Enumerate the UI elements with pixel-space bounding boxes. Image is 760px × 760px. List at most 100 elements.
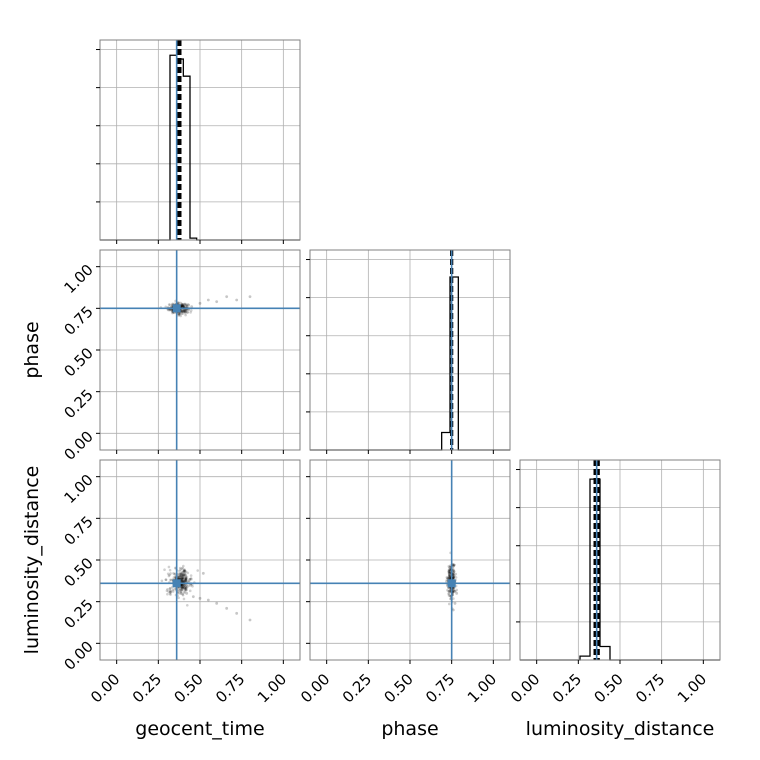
scatter-geocent-time-luminosity-distance-sample-70 xyxy=(183,572,186,576)
scatter-geocent-time-phase-sample-238 xyxy=(185,305,188,308)
scatter-geocent-time-luminosity-distance-sample-148 xyxy=(176,576,180,579)
ytick-label-luminosity-distance-1: 0.25 xyxy=(60,596,96,632)
scatter-geocent-time-luminosity-distance-sample-248 xyxy=(178,566,182,570)
scatter-geocent-time-phase-sample-83 xyxy=(182,310,185,314)
scatter-geocent-time-phase-sample-146 xyxy=(183,311,187,315)
scatter-geocent-time-luminosity-distance-sample-143 xyxy=(180,583,183,587)
scatter-geocent-time-luminosity-distance-sample-36 xyxy=(171,590,175,593)
ytick-label-phase-0: 0.00 xyxy=(60,427,96,463)
scatter-geocent-time-luminosity-distance-sample-43 xyxy=(166,592,169,596)
scatter-geocent-time-phase-sample-58 xyxy=(177,312,181,315)
scatter-geocent-time-luminosity-distance-sample-190 xyxy=(183,569,186,573)
scatter-geocent-time-luminosity-distance-sample-216 xyxy=(181,574,185,578)
scatter-geocent-time-luminosity-distance-sample-67 xyxy=(177,596,180,600)
scatter-geocent-time-phase-sample-120 xyxy=(180,304,183,308)
scatter-phase-luminosity-distance-sample-79 xyxy=(454,589,457,593)
scatter-phase-luminosity-distance-sample-141 xyxy=(452,576,456,579)
scatter-geocent-time-luminosity-distance-sample-10 xyxy=(183,587,186,590)
scatter-geocent-time-luminosity-distance-sample-50 xyxy=(180,570,184,574)
scatter-phase-luminosity-distance-sample-204 xyxy=(451,587,455,590)
scatter-geocent-time-luminosity-distance-sample-202 xyxy=(184,575,188,579)
scatter-geocent-time-luminosity-distance-sample-150 xyxy=(180,574,183,577)
scatter-geocent-time-luminosity-distance-sample-102 xyxy=(181,586,184,590)
scatter-geocent-time-luminosity-distance-sample-159 xyxy=(168,573,171,577)
scatter-geocent-time-luminosity-distance-sample-244 xyxy=(186,585,189,589)
scatter-phase-luminosity-distance-tail-point-2 xyxy=(455,591,459,595)
scatter-phase-luminosity-distance-sample-73 xyxy=(447,573,451,577)
scatter-geocent-time-luminosity-distance-sample-221 xyxy=(185,583,189,587)
scatter-geocent-time-luminosity-distance-sample-193 xyxy=(176,575,180,578)
scatter-geocent-time-luminosity-distance-tail-point-5 xyxy=(225,606,229,610)
scatter-geocent-time-luminosity-distance-sample-71 xyxy=(184,578,187,582)
scatter-geocent-time-luminosity-distance-sample-53 xyxy=(164,578,168,581)
scatter-phase-luminosity-distance-sample-1 xyxy=(447,576,451,580)
xtick-label-luminosity-distance-3: 0.75 xyxy=(632,670,668,706)
scatter-geocent-time-luminosity-distance-sample-91 xyxy=(180,585,184,589)
scatter-geocent-time-luminosity-distance-sample-120 xyxy=(168,568,172,572)
scatter-geocent-time-luminosity-distance-sample-68 xyxy=(179,575,183,578)
scatter-geocent-time-phase-sample-168 xyxy=(181,305,185,308)
scatter-geocent-time-luminosity-distance-sample-233 xyxy=(178,576,181,580)
ytick-label-luminosity-distance-4: 1.00 xyxy=(60,471,96,507)
scatter-geocent-time-luminosity-distance-sample-69 xyxy=(187,584,191,587)
scatter-phase-luminosity-distance-sample-215 xyxy=(447,592,450,595)
scatter-geocent-time-phase-sample-159 xyxy=(184,309,187,313)
scatter-phase-luminosity-distance-sample-97 xyxy=(452,576,455,580)
xtick-label-geocent-time-2: 0.50 xyxy=(170,670,206,706)
xtick-label-luminosity-distance-1: 0.25 xyxy=(549,670,585,706)
scatter-geocent-time-luminosity-distance-sample-212 xyxy=(188,589,192,593)
scatter-geocent-time-luminosity-distance-sample-25 xyxy=(179,590,182,594)
scatter-phase-luminosity-distance-sample-257 xyxy=(446,588,449,592)
xtick-label-phase-1: 0.25 xyxy=(339,670,375,706)
data-layer xyxy=(100,40,720,661)
scatter-geocent-time-phase-sample-124 xyxy=(184,302,187,306)
scatter-phase-luminosity-distance-sample-54 xyxy=(447,570,450,574)
scatter-phase-luminosity-distance-sample-3 xyxy=(452,564,455,567)
scatter-geocent-time-phase-sample-148 xyxy=(177,301,181,305)
scatter-geocent-time-luminosity-distance-tail-point-7 xyxy=(248,618,252,622)
scatter-geocent-time-luminosity-distance-sample-78 xyxy=(180,588,184,592)
scatter-geocent-time-phase-tail-point-3 xyxy=(215,300,219,304)
x-axis-label-geocent-time: geocent_time xyxy=(135,718,264,740)
scatter-geocent-time-luminosity-distance-sample-253 xyxy=(183,586,186,589)
scatter-geocent-time-luminosity-distance-sample-59 xyxy=(182,576,186,580)
scatter-geocent-time-luminosity-distance-sample-220 xyxy=(180,572,183,575)
scatter-phase-luminosity-distance-sample-98 xyxy=(448,574,452,578)
scatter-phase-luminosity-distance-sample-182 xyxy=(451,571,455,574)
scatter-geocent-time-luminosity-distance-sample-163 xyxy=(184,584,188,587)
scatter-geocent-time-luminosity-distance-sample-213 xyxy=(184,588,188,591)
xtick-label-phase-4: 1.00 xyxy=(464,670,500,706)
scatter-geocent-time-phase-truth-marker xyxy=(172,304,181,313)
scatter-geocent-time-phase-sample-223 xyxy=(183,303,186,306)
scatter-geocent-time-luminosity-distance-sample-171 xyxy=(168,587,172,591)
scatter-phase-luminosity-distance-sample-152 xyxy=(447,566,451,569)
scatter-geocent-time-luminosity-distance-sample-255 xyxy=(186,571,190,575)
scatter-geocent-time-luminosity-distance-sample-96 xyxy=(168,586,172,590)
scatter-geocent-time-luminosity-distance-sample-16 xyxy=(173,572,176,576)
scatter-geocent-time-luminosity-distance-sample-245 xyxy=(189,584,193,587)
scatter-geocent-time-phase-sample-143 xyxy=(180,309,184,313)
scatter-geocent-time-luminosity-distance-sample-106 xyxy=(181,593,185,597)
scatter-geocent-time-luminosity-distance-sample-42 xyxy=(181,587,184,590)
scatter-geocent-time-luminosity-distance-sample-2 xyxy=(184,579,187,583)
scatter-geocent-time-luminosity-distance-sample-15 xyxy=(170,578,173,582)
scatter-geocent-time-phase-sample-72 xyxy=(187,303,191,307)
scatter-phase-luminosity-distance-sample-211 xyxy=(446,576,449,580)
scatter-geocent-time-luminosity-distance-sample-48 xyxy=(167,565,171,569)
y-axis-label-phase: phase xyxy=(21,321,43,378)
scatter-geocent-time-luminosity-distance-sample-240 xyxy=(180,576,184,580)
scatter-geocent-time-phase-tail-point-5 xyxy=(235,298,239,302)
scatter-geocent-time-phase-sample-33 xyxy=(186,310,189,314)
scatter-phase-luminosity-distance-sample-228 xyxy=(447,573,451,577)
scatter-geocent-time-phase-sample-14 xyxy=(181,312,185,315)
scatter-geocent-time-luminosity-distance-sample-109 xyxy=(179,587,183,590)
scatter-geocent-time-phase-sample-123 xyxy=(179,314,182,318)
scatter-phase-luminosity-distance-sample-166 xyxy=(453,589,456,593)
scatter-geocent-time-phase-sample-86 xyxy=(190,309,193,312)
scatter-geocent-time-phase-sample-53 xyxy=(180,303,184,307)
scatter-phase-luminosity-distance-sample-191 xyxy=(448,574,452,577)
xtick-label-geocent-time-1: 0.25 xyxy=(129,670,165,706)
scatter-geocent-time-luminosity-distance-tail-point-2 xyxy=(198,596,202,600)
scatter-geocent-time-luminosity-distance-sample-74 xyxy=(183,579,186,583)
scatter-geocent-time-luminosity-distance-sample-258 xyxy=(184,570,188,574)
